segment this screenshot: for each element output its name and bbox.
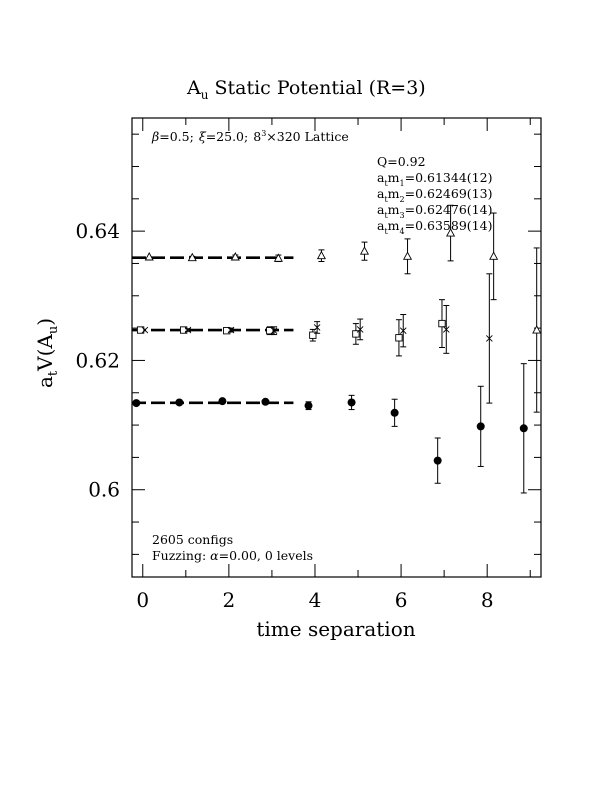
fit-mass-2: atm2=0.62469(13) bbox=[377, 186, 492, 204]
data-point bbox=[313, 324, 321, 331]
fit-results: Q=0.92 atm1=0.61344(12) atm2=0.62469(13)… bbox=[377, 154, 492, 236]
data-point bbox=[266, 327, 274, 335]
data-point bbox=[347, 398, 356, 407]
data-points bbox=[132, 204, 542, 494]
lattice-info: β=0.5; ξ=25.0; 83×320 Lattice bbox=[151, 129, 349, 144]
data-point bbox=[438, 319, 446, 328]
x-tick-label: 0 bbox=[136, 588, 149, 612]
data-point bbox=[446, 228, 456, 237]
data-point bbox=[309, 331, 317, 339]
data-point bbox=[304, 401, 313, 410]
y-tick-label: 0.6 bbox=[88, 478, 120, 502]
data-point bbox=[144, 252, 154, 261]
data-point bbox=[141, 326, 149, 334]
axis-tick-labels: 0 2 4 6 8 0.6 0.62 0.64 bbox=[75, 219, 493, 612]
plot-frame bbox=[131, 117, 542, 578]
x-axis-label: time separation bbox=[256, 617, 415, 641]
fuzzing-info: Fuzzing: α=0.00, 0 levels bbox=[152, 548, 313, 563]
fit-mass-4: atm4=0.63589(14) bbox=[377, 218, 492, 236]
x-tick-label: 6 bbox=[395, 588, 408, 612]
x-tick-label: 2 bbox=[223, 588, 236, 612]
data-point bbox=[402, 251, 413, 260]
series-m1 bbox=[132, 363, 528, 494]
fit-mass-3: atm3=0.62476(14) bbox=[377, 202, 492, 220]
data-point bbox=[395, 334, 403, 342]
data-point bbox=[476, 422, 485, 431]
data-point bbox=[184, 326, 192, 334]
data-point bbox=[273, 253, 283, 262]
data-point bbox=[175, 398, 184, 407]
data-point bbox=[352, 330, 360, 338]
data-point bbox=[399, 327, 407, 335]
data-point bbox=[489, 251, 499, 260]
data-point bbox=[519, 424, 528, 433]
data-point bbox=[316, 250, 326, 260]
data-point bbox=[532, 325, 542, 334]
chart-title: Au Static Potential (R=3) bbox=[186, 77, 426, 102]
y-tick-label: 0.64 bbox=[75, 219, 120, 243]
fit-mass-1: atm1=0.61344(12) bbox=[377, 170, 492, 188]
y-tick-label: 0.62 bbox=[75, 348, 120, 372]
data-point bbox=[218, 397, 227, 406]
data-point bbox=[227, 326, 235, 334]
fit-quality: Q=0.92 bbox=[377, 154, 426, 169]
data-point bbox=[187, 252, 197, 262]
data-point bbox=[433, 456, 442, 465]
x-tick-label: 4 bbox=[309, 588, 322, 612]
data-point bbox=[390, 408, 399, 417]
series-m3 bbox=[141, 273, 493, 404]
x-tick-label: 8 bbox=[481, 588, 494, 612]
data-point bbox=[180, 326, 188, 334]
data-point bbox=[132, 399, 141, 408]
axis-ticks bbox=[132, 118, 541, 577]
series-m4 bbox=[144, 204, 542, 413]
y-axis-label: atV(Au) bbox=[33, 318, 61, 388]
data-point bbox=[270, 327, 278, 335]
data-point bbox=[136, 326, 145, 334]
data-point bbox=[356, 326, 364, 333]
data-point bbox=[442, 326, 450, 333]
config-count: 2605 configs bbox=[152, 532, 233, 547]
data-point bbox=[230, 252, 240, 261]
data-point bbox=[261, 397, 270, 406]
data-point bbox=[359, 246, 370, 255]
series-m2 bbox=[136, 299, 446, 357]
data-point bbox=[486, 335, 493, 342]
